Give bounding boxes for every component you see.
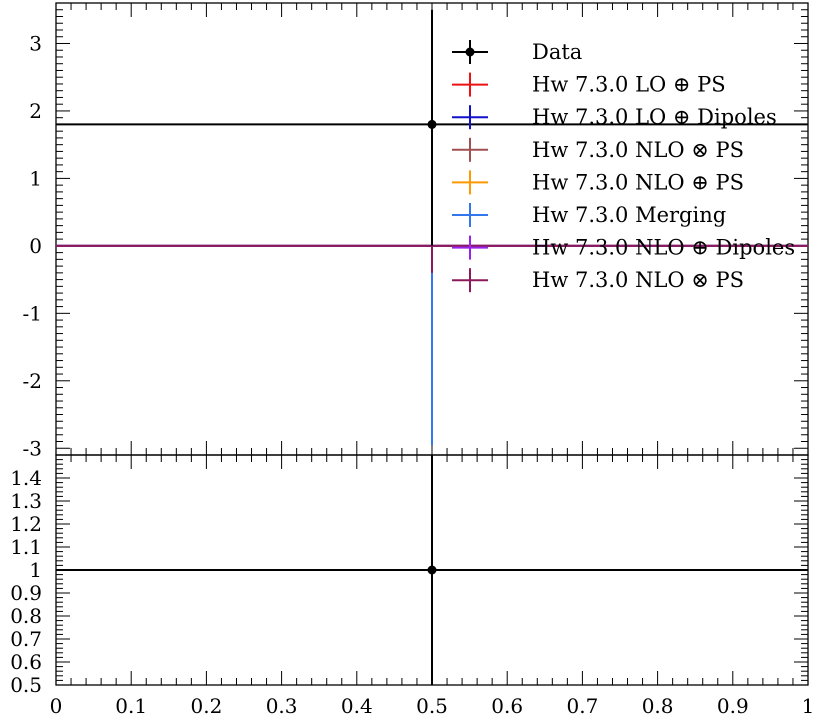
x-tick-label: 0.3 [266, 694, 298, 718]
legend-label-3: Hw 7.3.0 NLO ⊗ PS [532, 138, 744, 162]
legend-label-4: Hw 7.3.0 NLO ⊕ PS [532, 170, 744, 194]
y-tick-label-ratio: 1.1 [10, 535, 42, 559]
x-tick-label: 0.4 [341, 694, 373, 718]
main-plot-panel: 3 2 1 0 -1 -2 -3 [23, 2, 809, 460]
y-tick-label-main: 3 [29, 31, 42, 55]
y-tick-label-main: -1 [23, 301, 42, 325]
x-tick-label: 1 [802, 694, 815, 718]
y-tick-label-ratio: 0.9 [10, 581, 42, 605]
legend-label-0: Data [532, 40, 582, 64]
legend-label-5: Hw 7.3.0 Merging [532, 203, 726, 227]
y-tick-label-ratio: 0.7 [10, 627, 42, 651]
legend: Data Hw 7.3.0 LO ⊕ PS Hw 7.3.0 LO ⊕ Dipole… [452, 40, 795, 293]
x-tick-label: 0 [50, 694, 63, 718]
x-tick-label: 0.6 [491, 694, 523, 718]
legend-label-1: Hw 7.3.0 LO ⊕ PS [532, 73, 726, 97]
y-tick-label-ratio: 0.8 [10, 604, 42, 628]
x-tick-label: 0.2 [190, 694, 222, 718]
y-tick-label-ratio: 0.6 [10, 650, 42, 674]
x-tick-label: 0.1 [115, 694, 147, 718]
y-tick-label-main: 1 [29, 166, 42, 190]
legend-label-7: Hw 7.3.0 NLO ⊗ PS [532, 268, 744, 292]
y-tick-label-ratio: 1.2 [10, 512, 42, 536]
x-tick-label: 0.5 [416, 694, 448, 718]
legend-label-2: Hw 7.3.0 LO ⊕ Dipoles [532, 105, 777, 129]
y-tick-label-ratio: 0.5 [10, 673, 42, 697]
legend-marker-0 [465, 47, 475, 57]
x-tick-label: 0.9 [717, 694, 749, 718]
legend-label-6: Hw 7.3.0 NLO ⊕ Dipoles [532, 236, 795, 260]
x-tick-label: 0.7 [566, 694, 598, 718]
y-tick-label-ratio: 1.3 [10, 489, 42, 513]
y-tick-label-main: 0 [29, 234, 42, 258]
y-tick-label-ratio: 1 [29, 558, 42, 582]
y-tick-label-main: -3 [23, 436, 42, 460]
ratio-plot-panel: 0 0.1 0.2 0.3 0.4 0.5 0.6 0.7 0.8 0.9 11.41.31.21.… [10, 454, 815, 718]
y-tick-label-main: -2 [23, 369, 42, 393]
series-0-point [427, 119, 437, 129]
ratio-series-0-point [427, 565, 437, 575]
y-tick-label-main: 2 [29, 99, 42, 123]
y-tick-label-ratio: 1.4 [10, 466, 42, 490]
x-tick-label: 0.8 [642, 694, 674, 718]
